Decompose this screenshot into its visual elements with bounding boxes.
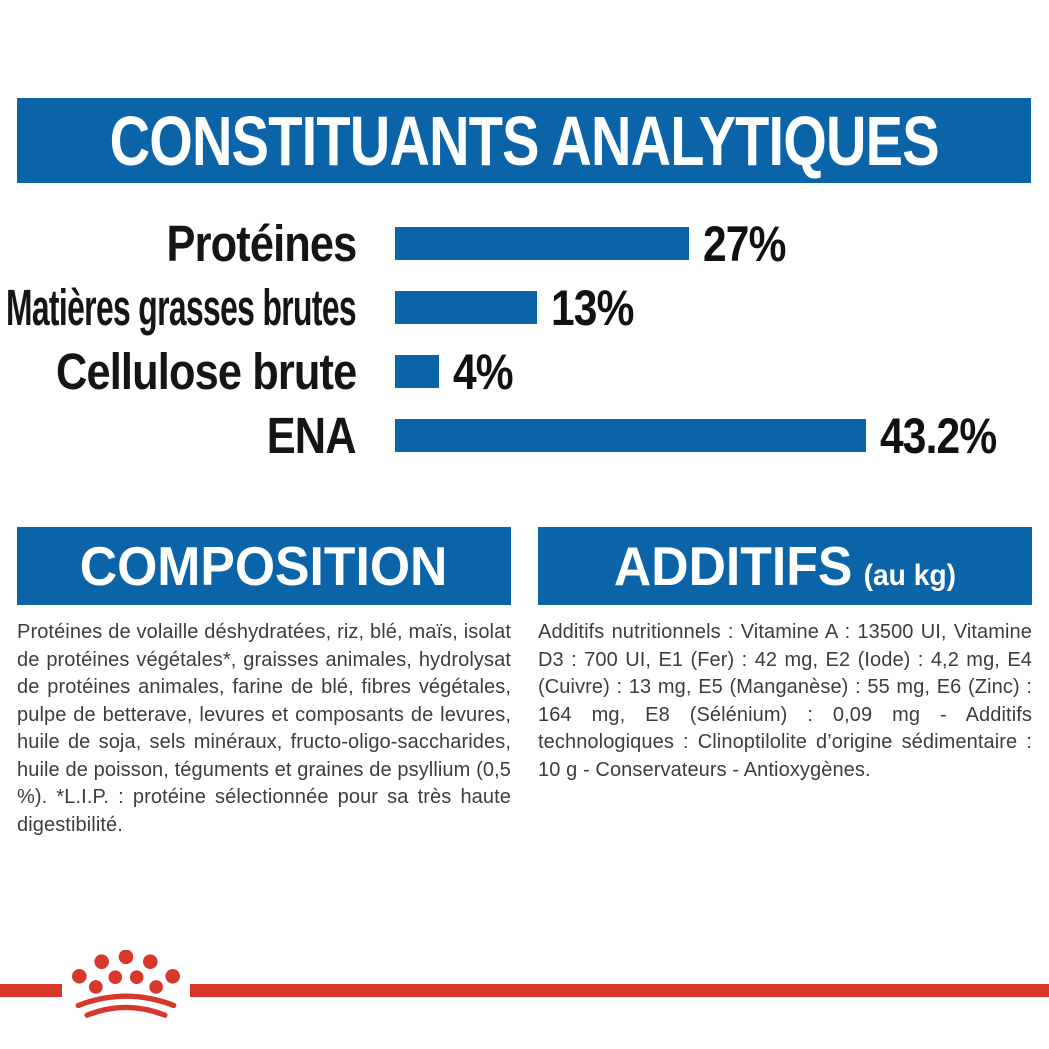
additifs-title: ADDITIFS xyxy=(613,535,853,597)
bar-category-label: Protéines xyxy=(166,215,357,272)
bar-category-label: ENA xyxy=(267,407,357,464)
analytic-bar-chart: Protéines 27% Matières grasses brutes 13% Ce… xyxy=(0,215,1049,464)
bar-value: 4% xyxy=(452,343,514,400)
divider-line-left xyxy=(0,984,62,997)
additifs-header: ADDITIFS (au kg) xyxy=(538,527,1032,605)
crown-dots xyxy=(72,950,180,994)
bar xyxy=(395,291,537,324)
composition-header: COMPOSITION xyxy=(17,527,511,605)
chart-row: Protéines 27% xyxy=(0,215,1049,272)
bar xyxy=(395,419,866,452)
bar-category-label: Matières grasses brutes xyxy=(6,279,357,336)
additifs-section: ADDITIFS (au kg) Additifs nutritionnels … xyxy=(538,527,1032,784)
composition-title: COMPOSITION xyxy=(80,535,448,597)
bar-value: 43.2% xyxy=(879,407,997,464)
additifs-subtitle: (au kg) xyxy=(863,559,957,592)
chart-row: ENA 43.2% xyxy=(0,407,1049,464)
bar-value: 13% xyxy=(550,279,634,336)
divider-line-right xyxy=(190,984,1049,997)
bar-category-label: Cellulose brute xyxy=(55,343,357,400)
additifs-body: Additifs nutritionnels : Vitamine A : 13… xyxy=(538,621,1032,781)
chart-row: Cellulose brute 4% xyxy=(0,343,1049,400)
analytics-header: CONSTITUANTS ANALYTIQUES xyxy=(17,98,1031,183)
bar-value: 27% xyxy=(703,215,786,272)
chart-row: Matières grasses brutes 13% xyxy=(0,279,1049,336)
analytics-title: CONSTITUANTS ANALYTIQUES xyxy=(109,101,939,180)
composition-section: COMPOSITION Protéines de volaille déshyd… xyxy=(17,527,511,839)
bar xyxy=(395,227,690,260)
crown-arcs xyxy=(75,993,177,1018)
composition-body: Protéines de volaille déshydratées, riz,… xyxy=(17,621,511,836)
royal-canin-crown-logo xyxy=(72,950,180,1018)
bar xyxy=(395,355,439,388)
